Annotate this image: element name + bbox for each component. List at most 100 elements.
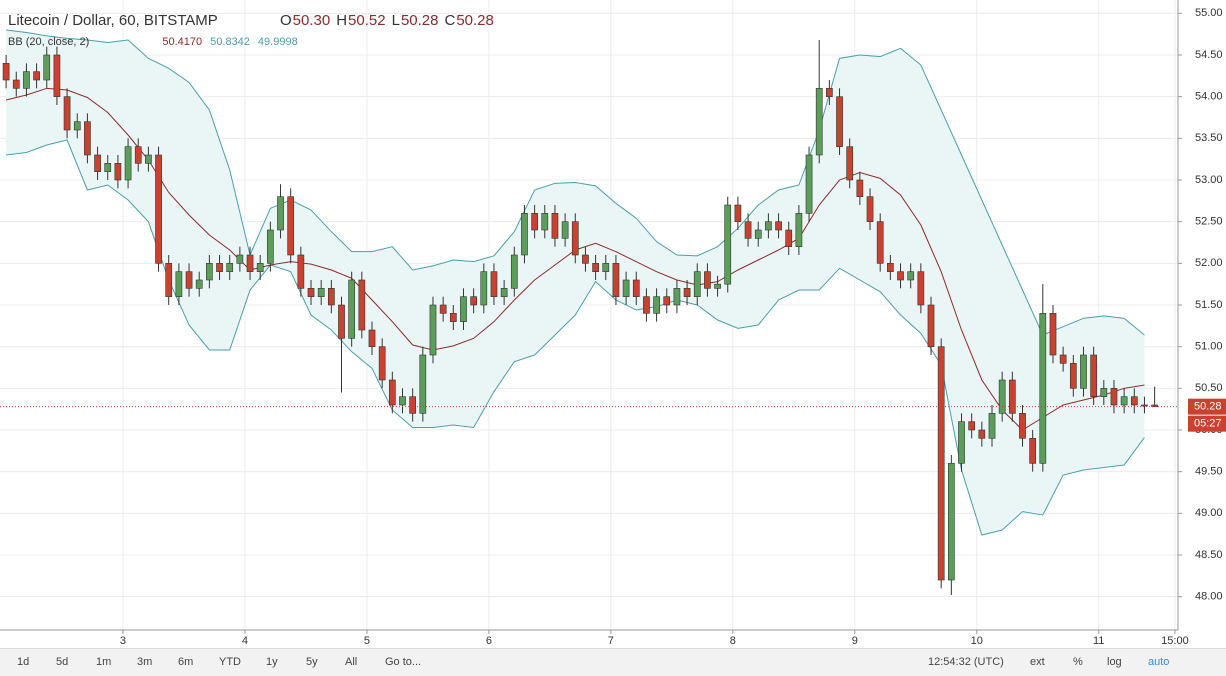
option-button[interactable]: log bbox=[1107, 656, 1122, 668]
candle-body bbox=[2, 63, 10, 81]
candle-body bbox=[988, 413, 996, 439]
candle-body bbox=[1090, 354, 1097, 397]
candle-body bbox=[429, 304, 437, 356]
candle-body bbox=[683, 288, 691, 297]
header: Litecoin / Dollar, 60, BITSTAMP O50.30 H5… bbox=[8, 12, 500, 29]
band-fill bbox=[6, 30, 1145, 535]
candle-body bbox=[43, 54, 51, 81]
range-button[interactable]: 1m bbox=[96, 656, 112, 668]
candle-body bbox=[267, 229, 274, 264]
candle-body bbox=[724, 204, 732, 285]
candle-body bbox=[185, 271, 193, 289]
y-tick-label: 54.50 bbox=[1195, 49, 1223, 61]
candle-body bbox=[338, 304, 345, 339]
y-tick-label: 53.50 bbox=[1195, 132, 1223, 144]
candle-body bbox=[1008, 379, 1016, 414]
ohlc-key: L bbox=[391, 12, 400, 29]
candle-body bbox=[134, 146, 142, 164]
candle-body bbox=[368, 329, 376, 347]
candle-body bbox=[246, 254, 254, 272]
candle-body bbox=[917, 271, 925, 306]
range-button[interactable]: 3m bbox=[137, 656, 153, 668]
ohlc-value: 50.28 bbox=[456, 12, 494, 29]
clock: 12:54:32 (UTC) bbox=[928, 656, 1004, 668]
x-tick-label: 5 bbox=[364, 635, 370, 647]
candle-body bbox=[388, 379, 396, 406]
candle-body bbox=[663, 296, 671, 306]
candle-body bbox=[1039, 313, 1047, 464]
indicator-value: 50.8342 bbox=[210, 36, 250, 48]
range-button[interactable]: All bbox=[345, 656, 358, 668]
candle-body bbox=[287, 196, 295, 256]
candle-body bbox=[744, 221, 752, 239]
x-tick-label: 9 bbox=[852, 635, 858, 647]
candle-body bbox=[775, 221, 782, 231]
candle-body bbox=[714, 283, 721, 289]
y-tick-label: 48.00 bbox=[1195, 591, 1223, 603]
ohlc-value: 50.30 bbox=[292, 12, 331, 29]
candle-body bbox=[480, 271, 488, 306]
range-button[interactable]: 5d bbox=[56, 656, 69, 668]
candle-body bbox=[887, 263, 894, 272]
ohlc-key: O bbox=[279, 12, 292, 29]
candle-body bbox=[12, 79, 20, 89]
range-button[interactable]: 5y bbox=[306, 656, 318, 668]
candle-body bbox=[94, 154, 101, 172]
candle-body bbox=[958, 421, 965, 464]
candle-body bbox=[521, 213, 528, 256]
x-tick-label: 4 bbox=[242, 635, 248, 647]
candle-body bbox=[510, 254, 518, 289]
ohlc-key: C bbox=[444, 12, 456, 29]
ohlc-value: 50.28 bbox=[400, 12, 439, 29]
candle-body bbox=[1019, 413, 1026, 439]
candle-body bbox=[460, 296, 467, 322]
candle-body bbox=[907, 271, 915, 281]
ohlc-value: 50.52 bbox=[348, 12, 386, 29]
goto-button[interactable]: Go to... bbox=[385, 656, 422, 668]
candle-body bbox=[1110, 388, 1118, 406]
candle-body bbox=[419, 354, 427, 414]
candle-body bbox=[856, 179, 864, 197]
candle-body bbox=[1100, 388, 1108, 397]
candle-body bbox=[216, 263, 223, 272]
option-button[interactable]: % bbox=[1073, 656, 1083, 668]
y-tick-label: 49.00 bbox=[1195, 507, 1223, 519]
candle-body bbox=[358, 279, 366, 331]
candle-body bbox=[866, 196, 874, 222]
candle-body bbox=[490, 271, 498, 297]
indicator-name: BB (20, close, 2) bbox=[8, 36, 90, 48]
candle-body bbox=[1049, 313, 1057, 356]
candle-body bbox=[378, 346, 386, 381]
chart: 48.0048.5049.0049.5050.0050.5051.0051.50… bbox=[0, 0, 1226, 647]
y-tick-label: 52.50 bbox=[1195, 216, 1223, 228]
candle-body bbox=[1029, 438, 1037, 464]
candle-body bbox=[693, 271, 701, 297]
x-tick-label: 6 bbox=[486, 635, 492, 647]
candle-body bbox=[145, 154, 152, 164]
candle-body bbox=[805, 154, 813, 214]
candle-body bbox=[104, 163, 112, 172]
candle-body bbox=[195, 279, 203, 289]
x-tick-label: 11 bbox=[1093, 635, 1104, 647]
range-button[interactable]: 6m bbox=[178, 656, 194, 668]
option-button[interactable]: auto bbox=[1148, 656, 1170, 668]
candle-body bbox=[612, 263, 620, 297]
candle-body bbox=[399, 396, 406, 406]
y-tick-label: 51.00 bbox=[1195, 341, 1223, 353]
candle-body bbox=[1130, 396, 1138, 406]
candle-body bbox=[632, 279, 640, 297]
indicator-value: 50.4170 bbox=[162, 36, 203, 48]
x-tick-label: 7 bbox=[608, 635, 614, 647]
range-button[interactable]: 1d bbox=[17, 656, 30, 668]
range-button[interactable]: YTD bbox=[219, 656, 241, 668]
option-button[interactable]: ext bbox=[1030, 656, 1045, 668]
candle-body bbox=[73, 121, 81, 131]
candle-body bbox=[815, 88, 823, 156]
candle-body bbox=[277, 196, 284, 231]
y-tick-label: 49.50 bbox=[1195, 466, 1223, 478]
y-tick-label: 54.00 bbox=[1195, 91, 1223, 103]
band-upper bbox=[6, 29, 1145, 336]
range-button[interactable]: 1y bbox=[266, 656, 278, 668]
candle-body bbox=[236, 254, 244, 264]
